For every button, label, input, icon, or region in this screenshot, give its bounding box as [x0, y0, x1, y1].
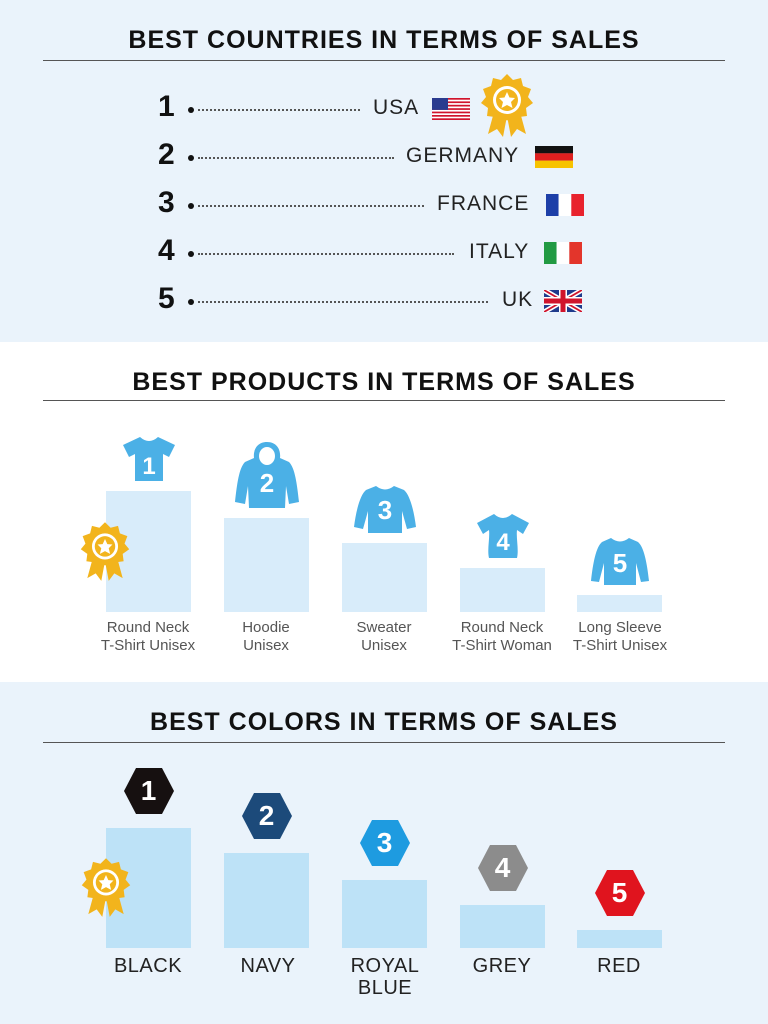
color-bar — [224, 853, 309, 948]
color-rank: 2 — [258, 800, 275, 831]
product-rank: 4 — [496, 529, 510, 556]
country-rank: 2 — [158, 138, 175, 171]
award-ribbon-icon — [81, 858, 131, 917]
product-label-line2: T-Shirt Unisex — [572, 637, 668, 654]
color-rank: 4 — [494, 852, 511, 883]
color-label-line1: GREY — [472, 955, 532, 977]
country-name: UK — [502, 288, 534, 311]
product-rank: 3 — [377, 495, 391, 525]
leader-dot — [188, 155, 194, 161]
product-label-line1: Sweater — [356, 619, 412, 636]
color-label-line1: NAVY — [240, 955, 296, 977]
country-name: FRANCE — [437, 192, 530, 215]
product-label: Sweater Unisex — [319, 619, 449, 655]
product-label: Round Neck T-Shirt Unisex — [83, 619, 213, 655]
leader-dot — [188, 251, 194, 257]
color-label-line2: BLUE — [357, 977, 413, 999]
color-label: ROYAL BLUE — [320, 955, 450, 999]
product-label: Long Sleeve T-Shirt Unisex — [555, 619, 685, 655]
countries-title: BEST COUNTRIES IN TERMS OF SALES — [128, 26, 640, 54]
product-bar — [460, 568, 545, 612]
tshirt-icon: 1 — [122, 437, 175, 481]
color-label: GREY — [437, 955, 567, 977]
color-rank-badge: 5 — [593, 868, 647, 918]
country-name: GERMANY — [406, 144, 520, 167]
country-rank: 3 — [158, 186, 175, 219]
product-bar — [342, 543, 427, 612]
leader-line — [198, 205, 424, 207]
leader-line — [198, 109, 360, 111]
leader-line — [198, 157, 394, 159]
award-ribbon-icon — [80, 522, 130, 581]
color-rank: 1 — [140, 775, 157, 806]
country-rank: 4 — [158, 234, 175, 267]
tshirt-icon: 4 — [476, 514, 529, 558]
product-label-line2: T-Shirt Woman — [452, 637, 552, 654]
hoodie-icon: 2 — [234, 442, 299, 508]
colors-section: BEST COLORS IN TERMS OF SALES 1 2 3 4 5 … — [0, 682, 768, 1024]
product-label-line1: Round Neck — [460, 619, 544, 636]
product-label-line1: Hoodie — [242, 619, 290, 636]
color-label-line1: RED — [597, 955, 641, 977]
color-rank: 5 — [611, 877, 628, 908]
award-ribbon-icon — [481, 74, 533, 137]
color-rank-badge: 1 — [122, 766, 176, 816]
product-label-line2: Unisex — [243, 637, 289, 654]
products-divider — [43, 400, 725, 401]
france-flag-icon — [546, 194, 584, 216]
leader-dot — [188, 203, 194, 209]
products-title: BEST PRODUCTS IN TERMS OF SALES — [132, 368, 636, 396]
product-label: Hoodie Unisex — [201, 619, 331, 655]
sweater-icon: 3 — [353, 486, 416, 533]
products-section: BEST PRODUCTS IN TERMS OF SALES 1 2 3 4 … — [0, 342, 768, 682]
color-bar — [460, 905, 545, 948]
color-rank-badge: 4 — [476, 843, 530, 893]
color-label-line1: ROYAL — [350, 955, 420, 977]
color-label-line1: BLACK — [113, 955, 183, 977]
product-bar — [577, 595, 662, 612]
product-bar — [224, 518, 309, 612]
uk-flag-icon — [544, 290, 582, 312]
long-sleeve-icon: 5 — [590, 538, 649, 585]
color-rank-badge: 2 — [240, 791, 294, 841]
leader-dot — [188, 299, 194, 305]
color-bar — [342, 880, 427, 948]
usa-flag-icon — [432, 98, 470, 120]
product-label: Round Neck T-Shirt Woman — [437, 619, 567, 655]
countries-section: BEST COUNTRIES IN TERMS OF SALES 1 USA 2… — [0, 0, 768, 342]
italy-flag-icon — [544, 242, 582, 264]
color-bar — [577, 930, 662, 948]
colors-title: BEST COLORS IN TERMS OF SALES — [150, 708, 618, 736]
color-label: BLACK — [83, 955, 213, 977]
country-rank: 5 — [158, 282, 175, 315]
color-label: RED — [554, 955, 684, 977]
country-rank: 1 — [158, 90, 175, 123]
color-label: NAVY — [203, 955, 333, 977]
country-name: USA — [373, 96, 420, 119]
country-name: ITALY — [469, 240, 530, 263]
leader-line — [198, 253, 454, 255]
product-rank: 2 — [259, 468, 273, 498]
color-rank: 3 — [376, 827, 393, 858]
germany-flag-icon — [535, 146, 573, 168]
colors-divider — [43, 742, 725, 743]
leader-dot — [188, 107, 194, 113]
product-label-line2: Unisex — [361, 637, 407, 654]
product-label-line1: Round Neck — [106, 619, 190, 636]
product-rank: 5 — [612, 548, 626, 578]
product-label-line2: T-Shirt Unisex — [100, 637, 196, 654]
countries-divider — [43, 60, 725, 61]
product-rank: 1 — [142, 453, 155, 480]
leader-line — [198, 301, 488, 303]
color-rank-badge: 3 — [358, 818, 412, 868]
product-label-line1: Long Sleeve — [578, 619, 662, 636]
